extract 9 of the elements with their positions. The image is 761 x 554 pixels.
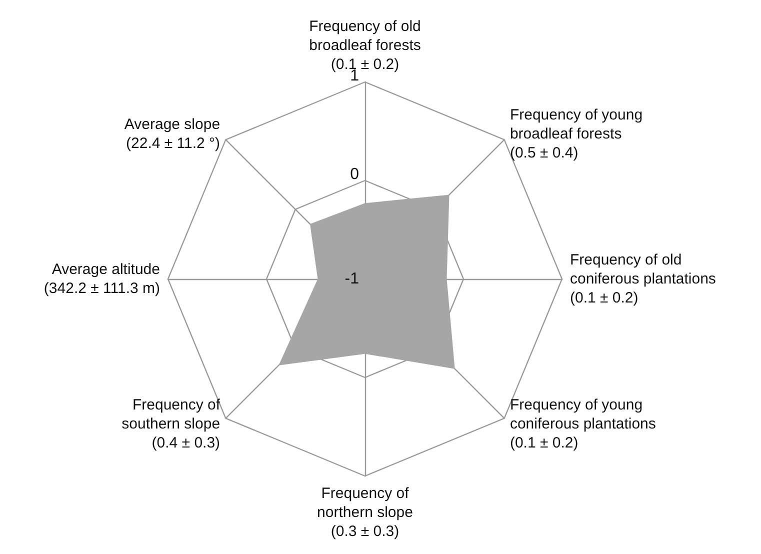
spoke-label: Frequency of young broadleaf forests (0.5 ± 0.4) xyxy=(510,106,643,162)
spoke-label: Frequency of old coniferous plantations (0.1 ± 0.2) xyxy=(570,252,716,306)
spoke-label: Average slope (22.4 ± 11.2 °) xyxy=(124,116,220,152)
spoke-label: Frequency of northern slope (0.3 ± 0.3) xyxy=(317,485,413,540)
spoke-label: Frequency of southern slope (0.4 ± 0.3) xyxy=(122,396,221,452)
spoke-label: Frequency of young coniferous plantations (0.1 ± 0.2) xyxy=(510,396,656,452)
y-tick-label: 0 xyxy=(350,166,360,183)
spoke-label: Average altitude (342.2 ± 111.3 m) xyxy=(44,261,160,297)
y-tick-label: -1 xyxy=(344,270,360,288)
